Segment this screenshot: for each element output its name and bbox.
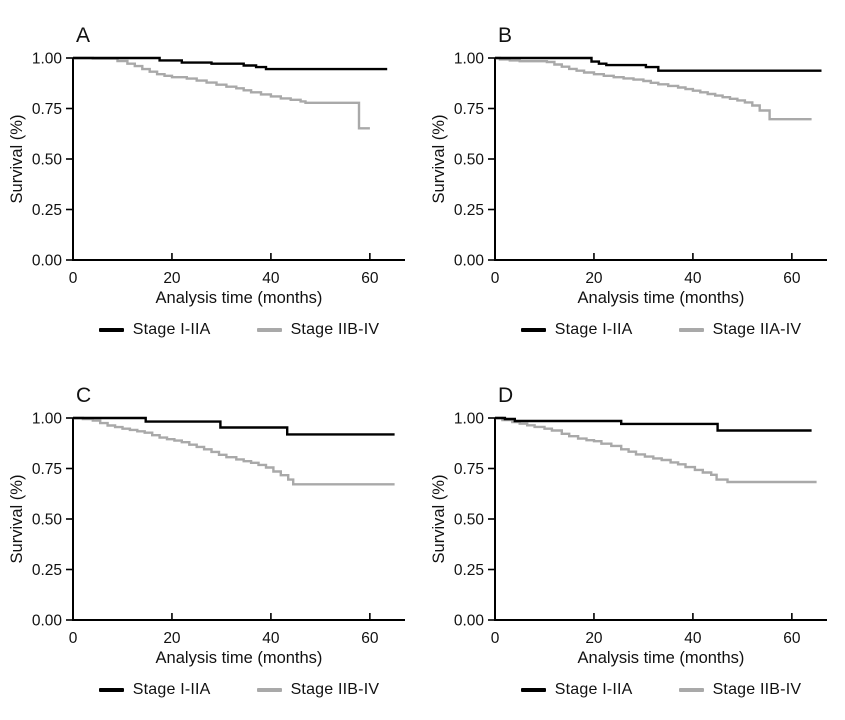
legend-swatch-black (98, 688, 124, 692)
legend-label: Stage IIA-IV (712, 321, 802, 338)
panel-d-plot: D 1.00 0.75 0.50 0.25 0.00 0 20 40 60 Analysis tim… (430, 384, 827, 667)
legend-label: Stage I-IIA (554, 321, 633, 338)
x-tick-label: 40 (684, 630, 702, 647)
y-tick-label: 0.50 (454, 152, 485, 169)
x-tick-label: 0 (491, 270, 500, 287)
x-tick-label: 0 (69, 630, 78, 647)
y-axis-title: Survival (%) (8, 115, 26, 204)
panel-c: C 1.00 0.75 0.50 0.25 0.00 0 20 40 60 Analysis tim… (0, 360, 422, 720)
y-tick-label: 0.00 (454, 253, 485, 270)
y-tick-label: 0.50 (454, 512, 485, 529)
axes (494, 418, 827, 621)
x-axis-title: Analysis time (months) (578, 649, 745, 667)
legend-swatch-black (520, 328, 546, 332)
panel-d-legend: Stage I-IIA Stage IIB-IV (495, 674, 827, 706)
legend-label: Stage IIB-IV (712, 681, 802, 698)
y-axis-title: Survival (%) (430, 475, 448, 564)
legend-label: Stage I-IIA (132, 321, 211, 338)
y-axis-title: Survival (%) (430, 115, 448, 204)
axes (494, 58, 827, 261)
panel-c-plot: C 1.00 0.75 0.50 0.25 0.00 0 20 40 60 Analysis tim… (8, 384, 405, 667)
survival-curve-stage-iia-iv (495, 56, 812, 121)
panel-letter-d: D (498, 384, 513, 407)
x-tick-label: 20 (163, 270, 181, 287)
legend-swatch-gray (256, 328, 282, 332)
y-tick-label: 0.25 (32, 562, 62, 579)
y-tick-label: 1.00 (32, 411, 63, 428)
y-tick-label: 0.50 (32, 512, 63, 529)
legend-item: Stage I-IIA (520, 681, 633, 699)
y-tick-label: 0.00 (32, 613, 63, 630)
legend-swatch-black (520, 688, 546, 692)
y-tick-label: 0.75 (32, 461, 62, 478)
x-tick-label: 60 (361, 270, 379, 287)
x-tick-label: 40 (684, 270, 702, 287)
x-tick-label: 20 (163, 630, 181, 647)
legend-item: Stage I-IIA (520, 321, 633, 339)
y-tick-label: 1.00 (32, 51, 63, 68)
panel-b-plot: B 1.00 0.75 0.50 0.25 0.00 0 20 40 60 Analysis tim… (430, 24, 827, 307)
x-tick-label: 60 (361, 630, 379, 647)
y-tick-label: 0.75 (32, 101, 62, 118)
panel-letter-a: A (76, 24, 90, 47)
panel-c-legend: Stage I-IIA Stage IIB-IV (73, 674, 405, 706)
x-axis-title: Analysis time (months) (156, 649, 323, 667)
y-tick-label: 0.25 (32, 202, 62, 219)
legend-swatch-gray (678, 328, 704, 332)
survival-curve-stage-iib-iv (495, 416, 817, 484)
y-tick-label: 0.25 (454, 202, 484, 219)
x-tick-label: 60 (783, 270, 801, 287)
legend-item: Stage IIB-IV (678, 681, 802, 699)
panel-letter-b: B (498, 24, 512, 47)
x-tick-label: 20 (585, 270, 603, 287)
y-tick-label: 0.25 (454, 562, 484, 579)
x-tick-label: 60 (783, 630, 801, 647)
legend-item: Stage I-IIA (98, 681, 211, 699)
y-tick-label: 0.50 (32, 152, 63, 169)
panel-d: D 1.00 0.75 0.50 0.25 0.00 0 20 40 60 Analysis tim… (422, 360, 845, 720)
x-tick-label: 20 (585, 630, 603, 647)
legend-item: Stage IIB-IV (256, 681, 380, 699)
panel-b-legend: Stage I-IIA Stage IIA-IV (495, 314, 827, 346)
survival-curve-stage-i-iia (495, 416, 812, 432)
y-tick-label: 0.75 (454, 461, 484, 478)
legend-label: Stage I-IIA (554, 681, 633, 698)
legend-label: Stage IIB-IV (290, 321, 380, 338)
panel-letter-c: C (76, 384, 91, 407)
y-axis-title: Survival (%) (8, 475, 26, 564)
legend-item: Stage IIB-IV (256, 321, 380, 339)
legend-swatch-gray (256, 688, 282, 692)
x-tick-label: 0 (69, 270, 78, 287)
legend-label: Stage IIB-IV (290, 681, 380, 698)
survival-curve-stage-iib-iv (73, 56, 370, 130)
x-tick-label: 0 (491, 630, 500, 647)
legend-item: Stage IIA-IV (678, 321, 802, 339)
panel-a: A 1.00 0.75 0.50 0.25 0.00 0 20 40 60 Analysis tim… (0, 0, 422, 360)
x-tick-label: 40 (262, 270, 280, 287)
y-tick-label: 0.75 (454, 101, 484, 118)
y-tick-label: 0.00 (32, 253, 63, 270)
survival-curve-stage-i-iia (495, 56, 822, 72)
legend-swatch-black (98, 328, 124, 332)
legend-label: Stage I-IIA (132, 681, 211, 698)
survival-curve-stage-i-iia (73, 56, 388, 71)
x-tick-label: 40 (262, 630, 280, 647)
panel-b: B 1.00 0.75 0.50 0.25 0.00 0 20 40 60 Analysis tim… (422, 0, 845, 360)
y-tick-label: 1.00 (454, 51, 485, 68)
axes (72, 418, 405, 621)
survival-curve-stage-i-iia (73, 416, 395, 436)
x-axis-title: Analysis time (months) (156, 289, 323, 307)
legend-item: Stage I-IIA (98, 321, 211, 339)
panel-a-plot: A 1.00 0.75 0.50 0.25 0.00 0 20 40 60 Analysis tim… (8, 24, 405, 307)
panel-a-legend: Stage I-IIA Stage IIB-IV (73, 314, 405, 346)
survival-curve-stage-iib-iv (73, 416, 395, 486)
y-tick-label: 0.00 (454, 613, 485, 630)
y-tick-label: 1.00 (454, 411, 485, 428)
x-axis-title: Analysis time (months) (578, 289, 745, 307)
legend-swatch-gray (678, 688, 704, 692)
